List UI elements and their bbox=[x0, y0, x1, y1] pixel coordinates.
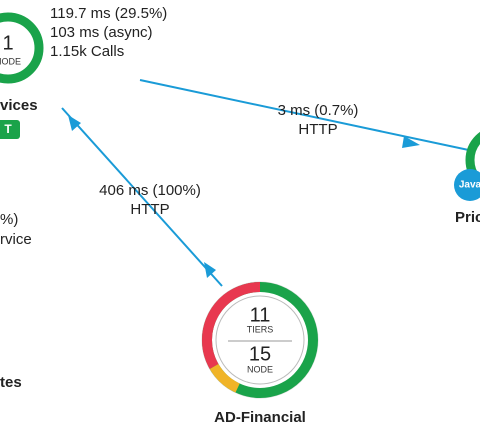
edge-time: 406 ms (100%) bbox=[99, 182, 201, 199]
node-stat: 103 ms (async) bbox=[50, 24, 153, 41]
edge-arrow bbox=[68, 115, 81, 131]
edge-arrow bbox=[204, 262, 216, 278]
cropped-text: rvice bbox=[0, 231, 32, 248]
node-count: 15 bbox=[249, 343, 271, 365]
node-tiers-unit: TIERS bbox=[247, 324, 274, 334]
node-inner bbox=[215, 295, 305, 385]
node-badge bbox=[0, 120, 20, 139]
node-tiers: 11 bbox=[250, 304, 271, 326]
node-badge-text: Java bbox=[459, 180, 480, 191]
node-unit: NODE bbox=[247, 364, 273, 374]
cropped-text: tes bbox=[0, 374, 22, 391]
node-stat: 119.7 ms (29.5%) bbox=[50, 5, 167, 22]
node-label: vices bbox=[0, 97, 38, 114]
cropped-text: %) bbox=[0, 211, 18, 228]
node-count: 1 bbox=[2, 32, 13, 54]
node-label: AD-Financial bbox=[214, 409, 306, 426]
edge-protocol: HTTP bbox=[298, 121, 337, 138]
edge-time: 3 ms (0.7%) bbox=[278, 102, 359, 119]
node-label: Pric bbox=[455, 209, 480, 226]
node-ring-warning bbox=[209, 363, 240, 393]
edge-line bbox=[61, 107, 223, 287]
edge-protocol: HTTP bbox=[130, 201, 169, 218]
node-badge bbox=[454, 169, 480, 201]
node-stat: 1.15k Calls bbox=[50, 43, 124, 60]
node-ring-error bbox=[202, 282, 261, 369]
node-unit: NODE bbox=[0, 56, 21, 66]
node-badge-text: T bbox=[4, 122, 12, 136]
edge-arrow bbox=[402, 136, 420, 148]
node-ring[interactable] bbox=[0, 12, 44, 84]
edge-line bbox=[139, 79, 479, 153]
